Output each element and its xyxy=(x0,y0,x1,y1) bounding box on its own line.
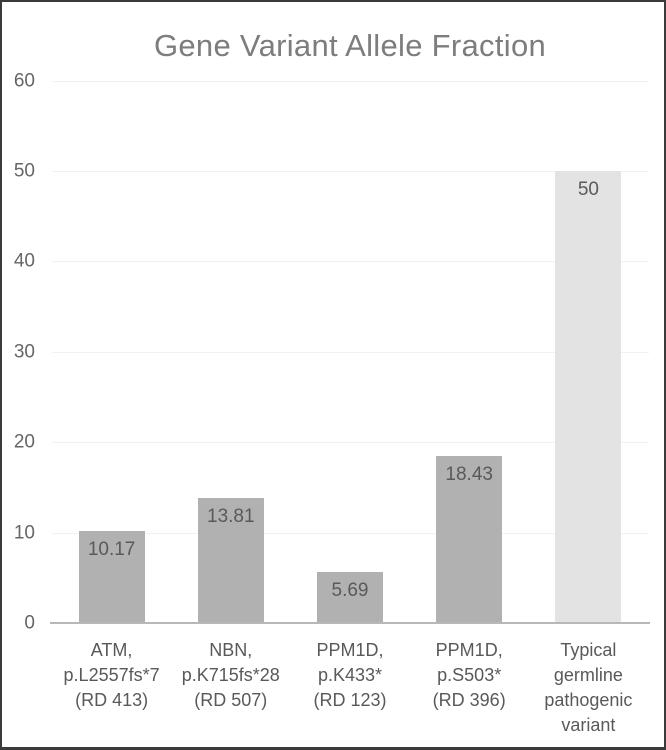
y-tick-label: 60 xyxy=(13,70,35,91)
gridline xyxy=(52,170,649,172)
y-tick-label: 50 xyxy=(13,160,35,182)
bar: 50 xyxy=(555,170,622,623)
bar: 5.69 xyxy=(317,571,383,623)
category-label-line: NBN, xyxy=(209,640,253,660)
category-label-line: PPM1D, xyxy=(435,640,503,660)
category-label-line: germline xyxy=(553,665,623,685)
category-label-line: pathogenic xyxy=(544,690,633,710)
gridline xyxy=(52,261,649,263)
category-label-line: p.K433* xyxy=(317,665,383,685)
gridline xyxy=(52,532,649,534)
category-label-line: (RD 396) xyxy=(432,690,506,710)
y-tick-label: 20 xyxy=(13,431,35,453)
category-label-line: Typical xyxy=(560,640,617,660)
y-tick-label: 10 xyxy=(13,522,35,544)
category-label: PPM1D, p.S503* (RD 396) xyxy=(410,638,529,713)
bar-value-label: 5.69 xyxy=(331,579,369,601)
category-label-line: PPM1D, xyxy=(316,640,384,660)
bar: 18.43 xyxy=(436,456,503,623)
bar-value-label: 10.17 xyxy=(87,539,136,561)
bar-value-label: 13.81 xyxy=(207,506,255,528)
gridline xyxy=(52,442,649,444)
bar: 13.81 xyxy=(197,498,264,623)
category-label: ATM, p.L2557fs*7 (RD 413) xyxy=(52,638,171,713)
y-axis: 0 10 20 30 40 50 60 xyxy=(2,2,35,747)
category-label-line: p.L2557fs*7 xyxy=(63,665,160,685)
y-tick-label: 40 xyxy=(13,250,35,272)
y-tick-label: 0 xyxy=(24,612,35,634)
category-label-line: (RD 507) xyxy=(194,690,268,710)
bar-value-label: 50 xyxy=(577,178,599,200)
category-label: PPM1D, p.K433* (RD 123) xyxy=(290,638,409,713)
category-label-line: variant xyxy=(561,715,616,735)
category-label-line: ATM, xyxy=(90,640,133,660)
x-axis-line xyxy=(50,622,650,624)
gridline xyxy=(52,351,649,353)
y-tick-label: 30 xyxy=(13,341,35,363)
bar-value-label: 18.43 xyxy=(445,464,493,486)
gridline xyxy=(52,80,649,82)
category-label-line: (RD 123) xyxy=(313,690,387,710)
category-label: NBN, p.K715fs*28 (RD 507) xyxy=(171,638,290,713)
chart-title: Gene Variant Allele Fraction xyxy=(153,28,547,63)
category-label-line: (RD 413) xyxy=(75,690,149,710)
category-label: Typical germline pathogenic variant xyxy=(529,638,648,738)
category-label-line: p.S503* xyxy=(437,665,502,685)
bar: 10.17 xyxy=(78,531,145,623)
category-label-line: p.K715fs*28 xyxy=(181,665,280,685)
